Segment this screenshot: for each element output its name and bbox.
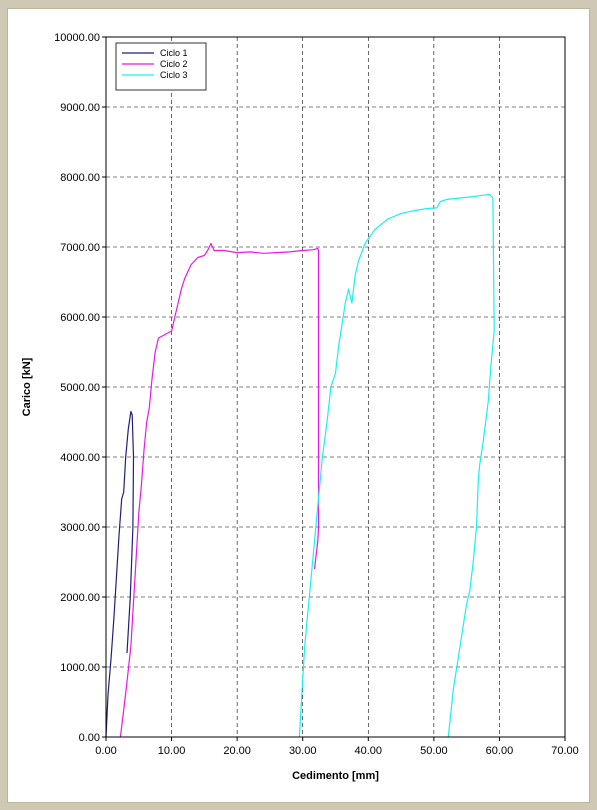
x-tick-label: 70.00 [551,745,579,757]
legend-label: Ciclo 2 [160,59,188,69]
x-axis-title: Cedimento [mm] [292,770,379,782]
plot-border [105,36,566,738]
y-tick-label: 4000.00 [60,452,100,464]
y-axis-title: Carico [kN] [21,357,33,416]
y-tick-label: 5000.00 [60,382,100,394]
y-tick-label: 2000.00 [60,592,100,604]
series-layer [105,193,495,738]
grid [106,36,566,737]
chart-svg: 0.00 10.00 20.00 30.00 40.00 50.00 60.00 70.00 0… [21,32,579,782]
y-tick-label: 0.00 [79,732,100,744]
series-line-1 [105,410,135,738]
series-line-3 [298,193,495,738]
x-tick-label: 30.00 [289,745,317,757]
y-tick-label: 1000.00 [60,662,100,674]
legend-label: Ciclo 3 [160,70,188,80]
y-tick-label: 7000.00 [60,242,100,254]
legend-label: Ciclo 1 [160,48,188,58]
y-tick-label: 3000.00 [60,522,100,534]
legend-box [115,42,207,91]
tick-labels: 0.00 10.00 20.00 30.00 40.00 50.00 60.00 70.00 0… [54,32,579,757]
x-tick-label: 60.00 [486,745,514,757]
axes [102,36,566,741]
x-tick-label: 40.00 [355,745,383,757]
x-tick-label: 20.00 [223,745,251,757]
x-tick-label: 10.00 [158,745,186,757]
y-tick-label: 9000.00 [60,102,100,114]
y-tick-label: 10000.00 [54,32,100,44]
chart-frame: 0.00 10.00 20.00 30.00 40.00 50.00 60.00 70.00 0… [8,9,589,802]
series-line-2 [119,242,320,738]
x-tick-label: 0.00 [95,745,116,757]
x-tick-label: 50.00 [420,745,448,757]
y-tick-label: 6000.00 [60,312,100,324]
y-tick-label: 8000.00 [60,172,100,184]
